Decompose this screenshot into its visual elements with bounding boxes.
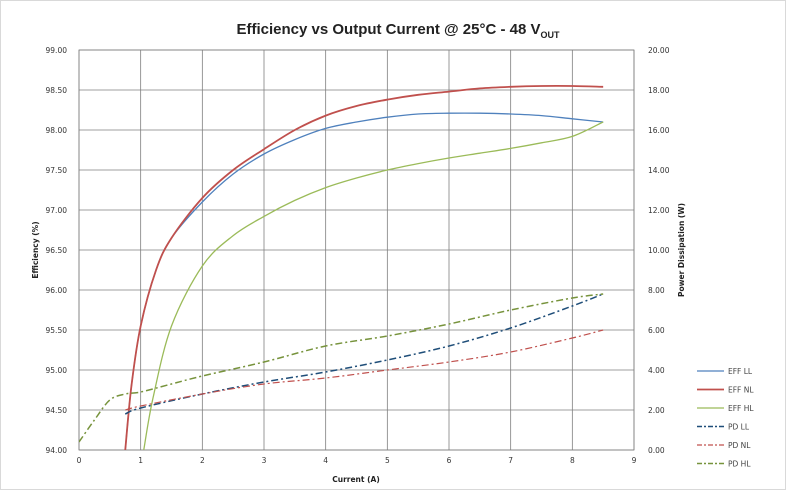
y-tick-label: 96.50 <box>46 246 68 255</box>
legend: EFF LL EFF NL EFF HL PD LL PD NL PD HL <box>697 367 754 469</box>
y-tick-label: 94.50 <box>46 406 68 415</box>
series-line-pd-ll <box>124 293 604 415</box>
y2-tick-label: 12.00 <box>648 206 670 215</box>
legend-label: EFF NL <box>728 386 754 395</box>
series-line-eff-ll <box>124 112 604 450</box>
series-line-pd-hl <box>79 293 604 443</box>
y2-tick-label: 18.00 <box>648 86 670 95</box>
y2-tick-label: 0.00 <box>648 446 665 455</box>
y-tick-label: 98.00 <box>46 126 68 135</box>
y2-axis-label: Power Dissipation (W) <box>677 203 686 297</box>
x-tick-label: 8 <box>570 456 575 465</box>
x-tick-label: 4 <box>323 456 328 465</box>
y-tick-label: 97.50 <box>46 166 68 175</box>
series-line-eff-nl <box>124 85 604 450</box>
y2-tick-label: 10.00 <box>648 246 670 255</box>
axes: 94.0094.5095.0095.5096.0096.5097.0097.50… <box>46 46 670 465</box>
x-tick-label: 1 <box>138 456 143 465</box>
y-tick-label: 95.00 <box>46 366 68 375</box>
legend-label: PD NL <box>728 441 751 450</box>
x-tick-label: 2 <box>200 456 205 465</box>
series-line-eff-hl <box>143 121 604 450</box>
x-tick-label: 3 <box>262 456 267 465</box>
y-tick-label: 96.00 <box>46 286 68 295</box>
y2-tick-label: 8.00 <box>648 286 665 295</box>
y2-tick-label: 6.00 <box>648 326 665 335</box>
x-tick-label: 0 <box>77 456 82 465</box>
y-tick-label: 95.50 <box>46 326 68 335</box>
y-tick-label: 94.00 <box>46 446 68 455</box>
x-tick-label: 7 <box>508 456 513 465</box>
legend-label: PD HL <box>728 460 751 469</box>
x-tick-label: 6 <box>447 456 452 465</box>
y-tick-label: 99.00 <box>46 46 68 55</box>
y-tick-label: 97.00 <box>46 206 68 215</box>
series-lines <box>79 85 604 450</box>
plot-border <box>78 49 635 451</box>
y2-tick-label: 20.00 <box>648 46 670 55</box>
chart-title-main: Efficiency vs Output Current @ 25°C - 48… <box>236 21 540 38</box>
chart-title: Efficiency vs Output Current @ 25°C - 48… <box>236 21 560 40</box>
y-axis-label: Efficiency (%) <box>31 221 40 278</box>
y2-tick-label: 14.00 <box>648 166 670 175</box>
legend-label: EFF HL <box>728 404 754 413</box>
y2-tick-label: 16.00 <box>648 126 670 135</box>
x-tick-label: 9 <box>632 456 637 465</box>
x-axis-label: Current (A) <box>332 475 380 484</box>
x-tick-label: 5 <box>385 456 390 465</box>
legend-label: EFF LL <box>728 367 753 376</box>
y-tick-label: 98.50 <box>46 86 68 95</box>
y2-tick-label: 4.00 <box>648 366 665 375</box>
y2-tick-label: 2.00 <box>648 406 665 415</box>
series-line-pd-nl <box>125 329 604 411</box>
grid <box>78 49 635 451</box>
legend-label: PD LL <box>728 423 750 432</box>
chart-title-subscript: OUT <box>541 30 561 40</box>
